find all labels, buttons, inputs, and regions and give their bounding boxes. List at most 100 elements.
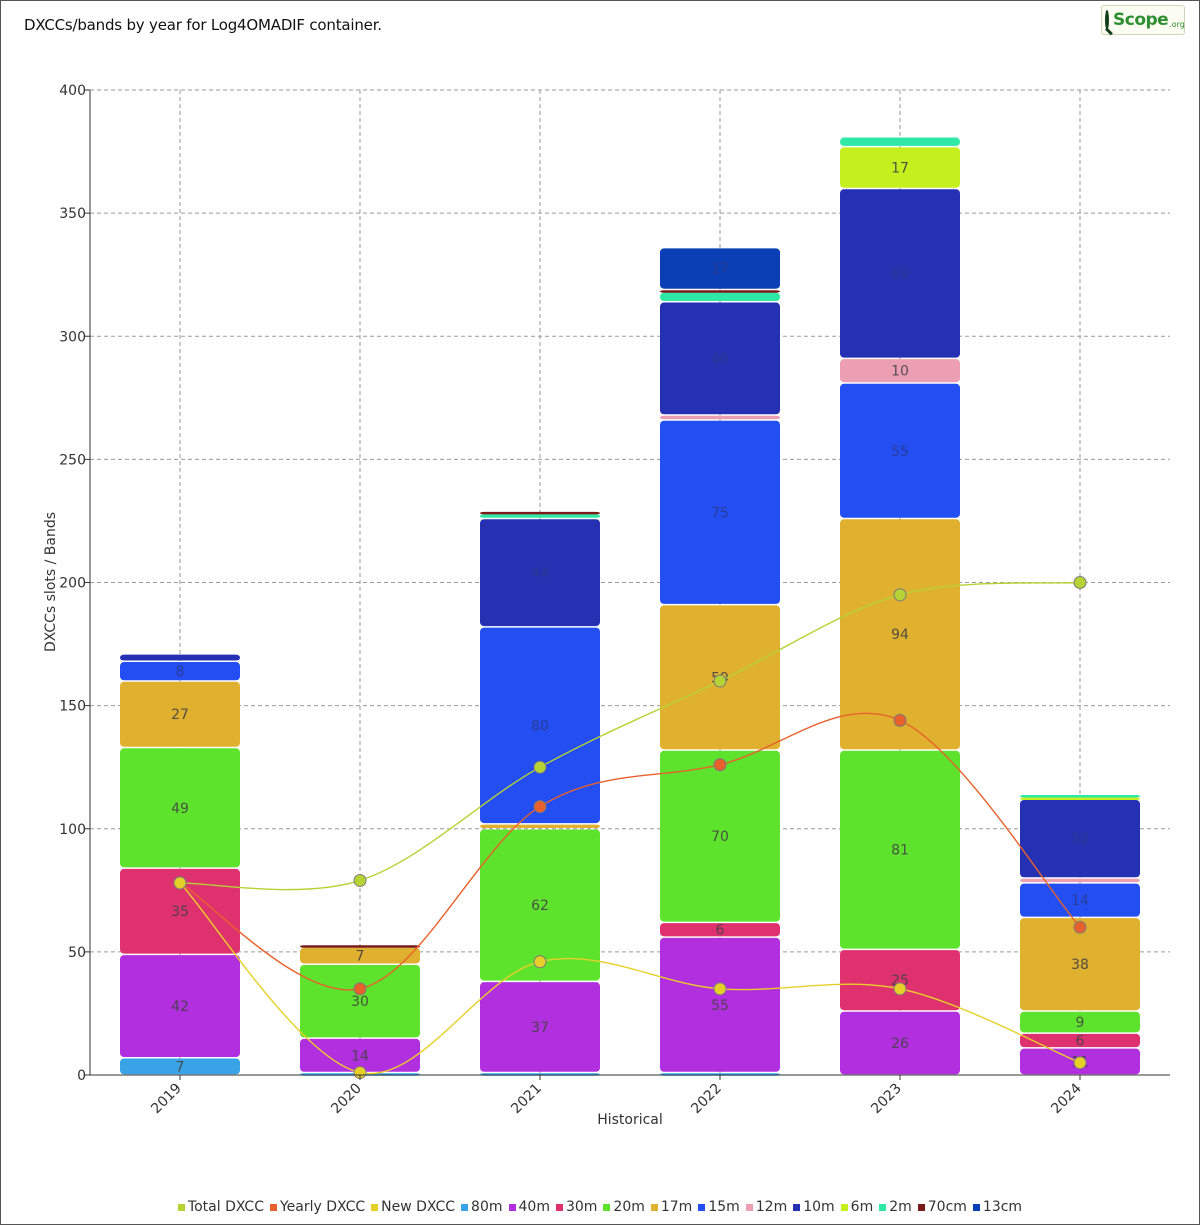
bar-segment-15m-2022 xyxy=(660,420,780,604)
bar-value-label: 7 xyxy=(356,949,365,965)
line-Total DXCC xyxy=(179,581,1081,891)
legend-item[interactable]: 12m xyxy=(745,1199,788,1215)
bar-segment-17m-2021 xyxy=(480,824,600,828)
bar-value-label: 30 xyxy=(351,994,369,1010)
bar-value-label: 26 xyxy=(891,1036,909,1052)
legend-swatch xyxy=(508,1203,516,1211)
bar-segment-80m-2019 xyxy=(120,1058,240,1075)
bar-segment-10m-2023 xyxy=(840,189,960,358)
legend-item[interactable]: 17m xyxy=(650,1199,692,1215)
bar-segment-15m-2024 xyxy=(1020,883,1140,917)
bar-value-label: 44 xyxy=(531,566,549,582)
bar-value-label: 6 xyxy=(716,923,725,939)
bar-value-label: 8 xyxy=(176,664,185,680)
bar-segment-10m-2024 xyxy=(1020,799,1140,878)
legend-item[interactable]: 80m xyxy=(461,1199,503,1215)
bar-value-label: 27 xyxy=(171,707,189,723)
bar-segment-10m-2021 xyxy=(480,519,600,627)
bar-value-label: 69 xyxy=(891,266,909,282)
point-Yearly DXCC xyxy=(713,758,727,772)
bar-segment-20m-2021 xyxy=(480,829,600,981)
bar-segment-13cm-2022 xyxy=(660,248,780,289)
y-tick-label: 100 xyxy=(59,822,86,838)
legend-swatch xyxy=(793,1203,801,1211)
y-tick-label: 250 xyxy=(59,452,86,468)
y-tick-label: 50 xyxy=(68,945,86,961)
bar-segment-30m-2023 xyxy=(840,950,960,1011)
legend-swatch xyxy=(840,1203,848,1211)
legend-item[interactable]: 30m xyxy=(555,1199,598,1215)
bar-segment-17m-2024 xyxy=(1020,918,1140,1011)
y-tick-label: 350 xyxy=(59,206,86,222)
bar-value-label: 14 xyxy=(1071,893,1089,909)
legend-swatch xyxy=(917,1203,925,1211)
legend-label: 12m xyxy=(755,1199,788,1215)
line-New DXCC xyxy=(179,882,1081,1075)
bar-value-label: 14 xyxy=(351,1048,369,1064)
x-tick-label: 2021 xyxy=(508,1081,545,1118)
bar-segment-70cm-2020 xyxy=(300,945,420,948)
point-Total DXCC xyxy=(533,760,547,774)
bar-value-label: 7 xyxy=(176,1059,185,1075)
bar-value-label: 94 xyxy=(891,627,909,643)
legend-swatch xyxy=(555,1203,563,1211)
legend-swatch xyxy=(603,1203,611,1211)
legend-swatch xyxy=(371,1203,379,1211)
legend-item[interactable]: 2m xyxy=(879,1199,912,1215)
bar-value-label: 81 xyxy=(891,843,909,859)
bar-value-label: 75 xyxy=(711,505,729,521)
legend-label: 80m xyxy=(471,1199,503,1215)
legend-item[interactable]: 10m xyxy=(793,1199,835,1215)
bar-value-label: 32 xyxy=(1071,832,1089,848)
legend-label: Total DXCC xyxy=(187,1199,264,1215)
bar-value-label: 46 xyxy=(711,351,729,367)
legend-item[interactable]: 13cm xyxy=(972,1199,1022,1215)
legend-label: 30m xyxy=(565,1199,598,1215)
qscope-logo[interactable]: Scope .org xyxy=(1101,5,1185,35)
bar-segment-6m-2024 xyxy=(1020,797,1140,800)
point-Yearly DXCC xyxy=(893,713,907,727)
bar-segment-70cm-2022 xyxy=(660,290,780,293)
point-Yearly DXCC xyxy=(533,800,547,814)
bar-segment-6m-2023 xyxy=(840,147,960,188)
legend-item[interactable]: 40m xyxy=(508,1199,550,1215)
bar-segment-12m-2024 xyxy=(1020,878,1140,883)
bar-segment-30m-2022 xyxy=(660,923,780,937)
bar-value-label: 17 xyxy=(891,161,909,177)
bar-value-label: 62 xyxy=(531,898,549,914)
x-axis-title: Historical xyxy=(597,1112,663,1128)
bar-segment-15m-2019 xyxy=(120,662,240,681)
legend-swatch xyxy=(745,1203,753,1211)
legend-item[interactable]: New DXCC xyxy=(371,1199,455,1215)
bar-value-label: 55 xyxy=(711,998,729,1014)
bar-segment-2m-2023 xyxy=(840,137,960,146)
legend-item[interactable]: 15m xyxy=(698,1199,740,1215)
legend-item[interactable]: Total DXCC xyxy=(177,1199,264,1215)
line-Yearly DXCC xyxy=(179,712,1081,991)
bar-value-label: 17 xyxy=(711,262,729,278)
legend-item[interactable]: Yearly DXCC xyxy=(269,1199,365,1215)
point-New DXCC xyxy=(713,982,727,996)
legend-item[interactable]: 70cm xyxy=(917,1199,967,1215)
bar-segment-20m-2024 xyxy=(1020,1011,1140,1033)
legend-swatch xyxy=(879,1203,887,1211)
bar-segment-30m-2019 xyxy=(120,868,240,954)
bar-segment-20m-2020 xyxy=(300,964,420,1038)
legend-item[interactable]: 6m xyxy=(840,1199,874,1215)
legend: Total DXCC Yearly DXCC New DXCC 80m 40m 30m 20… xyxy=(0,1199,1200,1215)
legend-label: 15m xyxy=(708,1199,740,1215)
legend-label: 20m xyxy=(613,1199,645,1215)
y-tick-label: 400 xyxy=(59,83,86,99)
legend-item[interactable]: 20m xyxy=(603,1199,645,1215)
bar-segment-40m-2022 xyxy=(660,937,780,1072)
bar-segment-2m-2022 xyxy=(660,292,780,302)
bar-segment-40m-2020 xyxy=(300,1038,420,1072)
trend-lines xyxy=(173,576,1087,1080)
bar-value-label: 70 xyxy=(711,829,729,845)
bar-value-label: 55 xyxy=(891,444,909,460)
bar-value-label: 49 xyxy=(171,801,189,817)
y-axis-title: DXCCs slots / Bands xyxy=(43,512,59,652)
legend-label: 70cm xyxy=(927,1199,967,1215)
legend-label: 6m xyxy=(850,1199,874,1215)
bar-segment-10m-2022 xyxy=(660,302,780,415)
